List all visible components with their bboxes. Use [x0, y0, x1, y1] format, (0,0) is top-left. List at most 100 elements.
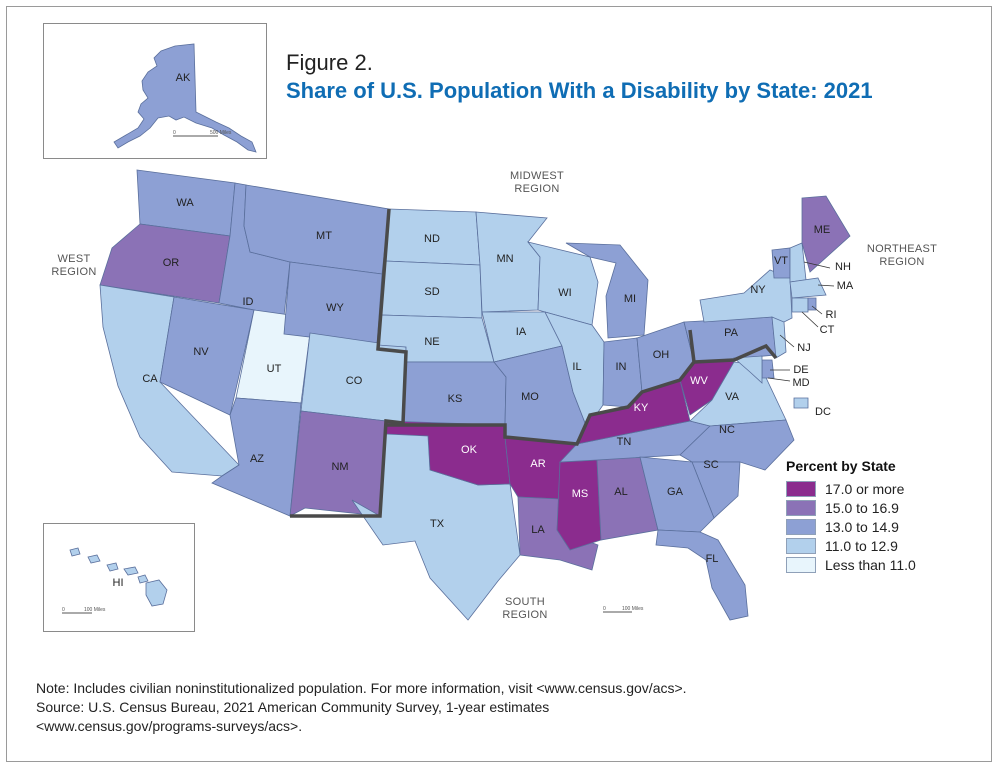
hawaii-inset: HI 0 100 Miles [43, 523, 195, 632]
region-northeast-line2: REGION [879, 256, 925, 268]
mainland-scale-end: 100 Miles [622, 606, 644, 612]
alaska-label: AK [176, 72, 191, 84]
state-FL [655, 529, 749, 621]
state-MD [733, 355, 763, 384]
state-label-OH: OH [653, 349, 670, 361]
hawaii-scale-start: 0 [62, 607, 65, 613]
state-label-AZ: AZ [250, 453, 264, 465]
state-AZ [211, 397, 302, 517]
state-label-WA: WA [176, 197, 194, 209]
state-label-MT: MT [316, 230, 332, 242]
state-label-AL: AL [614, 486, 627, 498]
state-AK [113, 43, 257, 153]
state-label-CA: CA [142, 373, 158, 385]
state-label-MD: MD [792, 377, 809, 389]
state-label-SC: SC [703, 459, 718, 471]
source-line1: Source: U.S. Census Bureau, 2021 America… [36, 699, 550, 715]
state-label-RI: RI [826, 309, 837, 321]
state-label-SD: SD [424, 286, 439, 298]
state-ME [801, 195, 851, 273]
state-OR [99, 223, 231, 304]
legend-item: 13.0 to 14.9 [786, 517, 916, 536]
state-label-MS: MS [572, 488, 589, 500]
hawaii-label: HI [113, 577, 124, 589]
state-label-IA: IA [516, 326, 527, 338]
state-MS [556, 459, 602, 551]
state-label-CO: CO [346, 375, 363, 387]
state-label-NV: NV [193, 346, 209, 358]
state-label-NH: NH [835, 261, 851, 273]
region-south-line2: REGION [502, 609, 548, 621]
region-midwest-line1: MIDWEST [509, 170, 565, 182]
state-label-UT: UT [267, 363, 282, 375]
region-border-northeast-south [693, 343, 778, 364]
state-label-MO: MO [521, 391, 539, 403]
state-labels: WA OR CA ID NV UT AZ MT WY CO NM ND SD NE KS MN IA MO WI IL… [142, 197, 854, 565]
legend-label: 13.0 to 14.9 [825, 518, 899, 535]
alaska-inset: AK 0 500 Miles [43, 23, 267, 159]
alaska-inset-map: AK 0 500 Miles [113, 43, 257, 153]
state-label-WY: WY [326, 302, 344, 314]
state-label-DE: DE [793, 364, 808, 376]
state-label-AR: AR [530, 458, 545, 470]
legend-item: Less than 11.0 [786, 555, 916, 574]
state-label-MA: MA [837, 280, 854, 292]
region-label-northeast: NORTHEAST REGION [852, 243, 952, 269]
state-label-WV: WV [690, 375, 708, 387]
state-label-KS: KS [448, 393, 463, 405]
region-label-midwest: MIDWEST REGION [497, 170, 577, 196]
state-label-NC: NC [719, 424, 735, 436]
state-label-ME: ME [814, 224, 831, 236]
map-legend: Percent by State 17.0 or more 15.0 to 16… [786, 458, 916, 574]
states-layer [99, 169, 851, 621]
state-label-MI: MI [624, 293, 636, 305]
alaska-scale-start: 0 [173, 130, 176, 136]
state-MA [789, 277, 827, 299]
state-label-GA: GA [667, 486, 684, 498]
state-PA [683, 316, 777, 363]
state-label-LA: LA [531, 524, 545, 536]
state-label-KY: KY [634, 402, 649, 414]
source-line2: <www.census.gov/programs-surveys/acs>. [36, 718, 303, 734]
region-west-line2: REGION [51, 266, 97, 278]
region-northeast-line1: NORTHEAST [866, 243, 938, 255]
alaska-scale-end: 500 Miles [210, 130, 232, 136]
legend-swatch [786, 518, 816, 535]
state-MI [565, 242, 649, 339]
state-NY [699, 269, 793, 327]
state-label-DC: DC [815, 406, 831, 418]
state-label-NE: NE [424, 336, 439, 348]
footnotes: Note: Includes civilian noninstitutional… [36, 679, 687, 736]
state-GA [639, 456, 715, 533]
state-label-TX: TX [430, 518, 445, 530]
state-NM [289, 410, 387, 517]
state-label-OK: OK [461, 444, 478, 456]
region-south-line1: SOUTH [505, 596, 545, 608]
legend-label: Less than 11.0 [825, 556, 916, 573]
state-label-IN: IN [616, 361, 627, 373]
state-label-IL: IL [572, 361, 581, 373]
region-midwest-line2: REGION [514, 183, 560, 195]
state-label-TN: TN [617, 436, 632, 448]
legend-item: 15.0 to 16.9 [786, 498, 916, 517]
state-label-FL: FL [706, 553, 719, 565]
state-label-CT: CT [820, 324, 835, 336]
mainland-scale-start: 0 [603, 606, 606, 612]
hawaii-inset-map: HI 0 100 Miles [62, 547, 168, 614]
state-label-ID: ID [243, 296, 254, 308]
figure-frame [6, 6, 992, 762]
legend-item: 11.0 to 12.9 [786, 536, 916, 555]
state-label-NM: NM [331, 461, 348, 473]
region-border-midwest-south [386, 329, 696, 446]
legend-label: 15.0 to 16.9 [825, 499, 899, 516]
legend-label: 17.0 or more [825, 480, 905, 497]
legend-swatch [786, 480, 816, 497]
region-label-south: SOUTH REGION [490, 596, 560, 622]
figure-label: Figure 2. [286, 50, 373, 75]
figure-title: Share of U.S. Population With a Disabili… [286, 78, 873, 103]
legend-swatch [786, 556, 816, 573]
region-west-line1: WEST [57, 253, 91, 265]
state-DE [761, 359, 775, 379]
note-text: Note: Includes civilian noninstitutional… [36, 680, 687, 696]
